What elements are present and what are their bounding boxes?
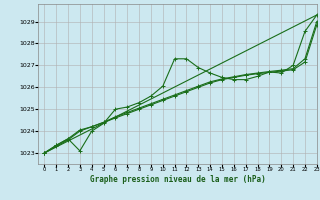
X-axis label: Graphe pression niveau de la mer (hPa): Graphe pression niveau de la mer (hPa): [90, 175, 266, 184]
